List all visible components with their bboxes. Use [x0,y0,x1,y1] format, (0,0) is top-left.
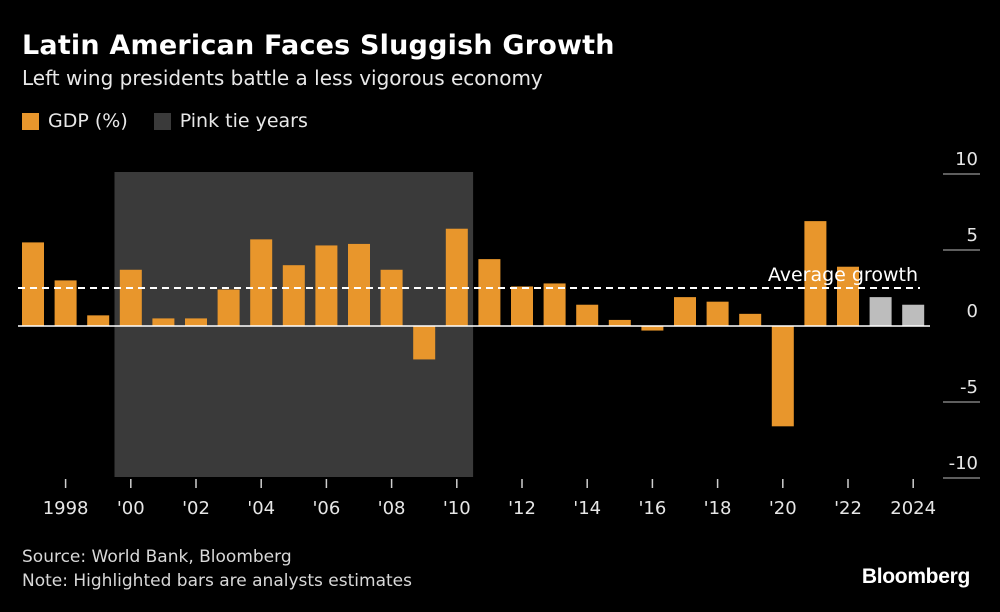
bar-2000 [119,269,142,326]
legend-label-gdp: GDP (%) [48,110,128,132]
bar-2008 [380,269,403,326]
bar-1998 [54,280,77,326]
bar-1999 [87,315,110,326]
legend-swatch-gdp [22,112,39,130]
legend-swatch-pink-tide [153,112,171,130]
chart-footer: Source: World Bank, Bloomberg Note: High… [22,545,412,593]
bar-2015 [608,319,631,326]
x-tick-label-1998: 1998 [43,498,89,519]
source-note: Source: World Bank, Bloomberg [22,547,292,567]
y-tick-label--10: -10 [949,453,978,474]
x-tick-label-2016: '16 [638,498,666,519]
bar-2004 [250,239,273,326]
bar-1997 [22,242,44,326]
bar-2020 [771,326,794,427]
y-tick-label-0: 0 [967,301,978,322]
bar-2011 [478,259,501,326]
legend-item-gdp: GDP (%) [22,110,128,132]
x-tick-label-2024: 2024 [890,498,936,519]
bar-2002 [185,318,207,326]
bar-2006 [315,245,338,326]
x-tick-label-2002: '02 [182,498,210,519]
bar-2022 [837,266,859,326]
bar-2019 [739,313,762,326]
bloomberg-logo: Bloomberg [861,565,970,588]
x-tick-label-2012: '12 [508,498,536,519]
bar-2014 [576,304,599,326]
bar-2016 [641,326,664,331]
legend-label-pink-tide: Pink tie years [179,110,308,132]
y-tick-label-10: 10 [955,149,978,170]
bar-2023 [869,297,892,326]
bar-2003 [217,289,240,326]
chart-subtitle: Left wing presidents battle a less vigor… [22,66,543,90]
x-tick-label-2018: '18 [704,498,732,519]
estimate-note: Note: Highlighted bars are analysts esti… [22,571,412,591]
bar-2013 [543,283,566,326]
x-tick-label-2022: '22 [834,498,862,519]
bar-2024 [902,304,925,326]
chart-legend: GDP (%) Pink tie years [22,110,334,132]
bar-2007 [348,243,370,326]
x-tick-label-2006: '06 [312,498,340,519]
y-tick-label-5: 5 [967,225,978,246]
x-tick-label-2008: '08 [378,498,406,519]
x-tick-label-2004: '04 [247,498,275,519]
bar-2012 [511,286,533,326]
chart-title: Latin American Faces Sluggish Growth [22,30,615,61]
y-tick-label--5: -5 [960,377,978,398]
x-tick-label-2020: '20 [769,498,797,519]
bar-2001 [152,318,175,326]
average-growth-label: Average growth [768,264,918,286]
x-tick-label-2010: '10 [443,498,471,519]
bar-2010 [445,228,468,326]
bar-2009 [413,326,436,360]
x-tick-label-2014: '14 [573,498,601,519]
legend-item-pink-tide: Pink tie years [153,110,308,132]
bar-2005 [282,265,305,326]
x-tick-label-2000: '00 [117,498,145,519]
bar-2021 [804,221,827,326]
bar-2017 [674,297,696,326]
bar-2018 [706,301,729,326]
